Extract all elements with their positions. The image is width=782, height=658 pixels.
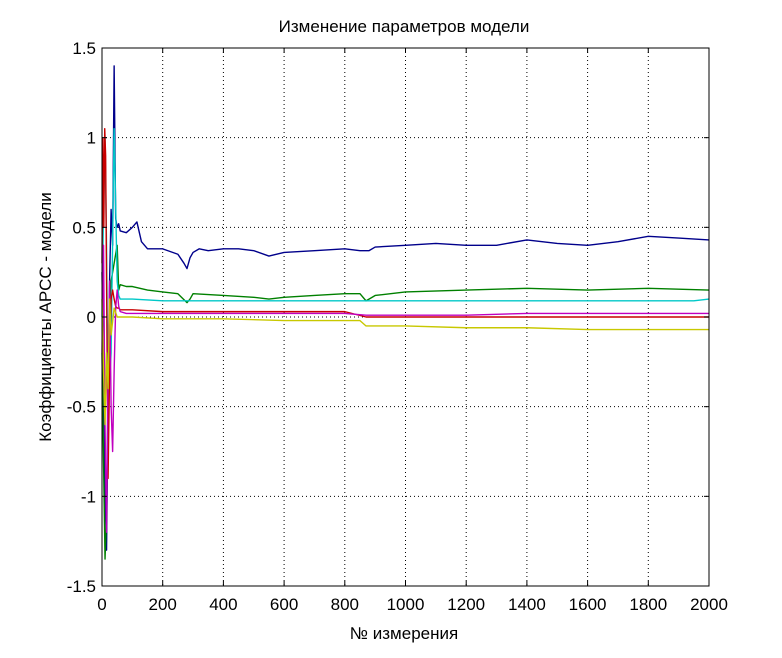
y-tick-label: 0.5 <box>72 218 96 237</box>
y-tick-label: -1 <box>81 487 96 506</box>
x-tick-label: 1000 <box>387 595 425 614</box>
y-tick-label: 0 <box>87 308 96 327</box>
y-tick-label: 1 <box>87 129 96 148</box>
y-tick-label: -1.5 <box>67 577 96 596</box>
series-group <box>101 65 710 560</box>
x-tick-label: 200 <box>149 595 177 614</box>
x-tick-label: 800 <box>331 595 359 614</box>
x-tick-label: 2000 <box>690 595 728 614</box>
axis-ticks: 0 200 400 600 800 1000 1200 1400 1600 1800 2000 -1.… <box>67 39 728 614</box>
x-tick-label: 1800 <box>629 595 667 614</box>
y-tick-label: -0.5 <box>67 398 96 417</box>
x-tick-label: 1400 <box>508 595 546 614</box>
series-line-red <box>101 127 709 480</box>
series-line-blue <box>101 65 710 551</box>
series-line-yellow <box>101 298 709 426</box>
x-tick-label: 400 <box>209 595 237 614</box>
y-tick-label: 1.5 <box>72 39 96 58</box>
x-tick-label: 1200 <box>447 595 485 614</box>
x-tick-label: 1600 <box>569 595 607 614</box>
y-axis-label: Коэффициенты АРСС - модели <box>36 192 55 441</box>
x-axis-label: № измерения <box>350 624 458 643</box>
chart-title: Изменение параметров модели <box>279 17 530 36</box>
x-tick-label: 600 <box>270 595 298 614</box>
x-tick-label: 0 <box>97 595 106 614</box>
